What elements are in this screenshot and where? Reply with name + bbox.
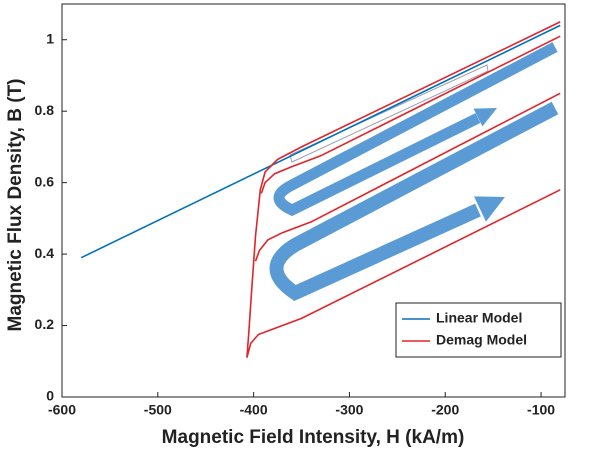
- series-line: [246, 21, 561, 358]
- legend-box: [395, 302, 562, 358]
- outline: [289, 64, 489, 163]
- x-tick-label: -100: [527, 402, 555, 418]
- x-tick-label: -200: [431, 402, 459, 418]
- flow-arrow: [269, 101, 559, 301]
- x-tick-label: -300: [335, 402, 363, 418]
- legend-label: Linear Model: [436, 310, 522, 326]
- y-axis-title: Magnetic Flux Density, B (T): [5, 78, 26, 331]
- y-tick-label: 0.2: [35, 316, 55, 332]
- legend-label: Demag Model: [436, 332, 527, 348]
- y-tick-label: 1: [46, 30, 54, 46]
- flow-arrow: [273, 42, 558, 217]
- y-tick-label: 0.4: [35, 245, 55, 261]
- y-tick-label: 0: [46, 388, 54, 404]
- series-line: [80, 24, 561, 259]
- plot-frame: [61, 3, 566, 398]
- x-tick-label: -400: [240, 402, 268, 418]
- arrow-head: [474, 196, 505, 222]
- y-tick-label: 0.6: [35, 173, 55, 189]
- y-tick-label: 0.8: [35, 102, 55, 118]
- x-axis-title: Magnetic Field Intensity, H (kA/m): [162, 427, 465, 448]
- legend: Linear Model Demag Model: [395, 302, 562, 358]
- x-tick-label: -500: [144, 402, 172, 418]
- x-tick-label: -600: [48, 402, 76, 418]
- annotations: [269, 42, 559, 301]
- arrow-head: [473, 108, 497, 127]
